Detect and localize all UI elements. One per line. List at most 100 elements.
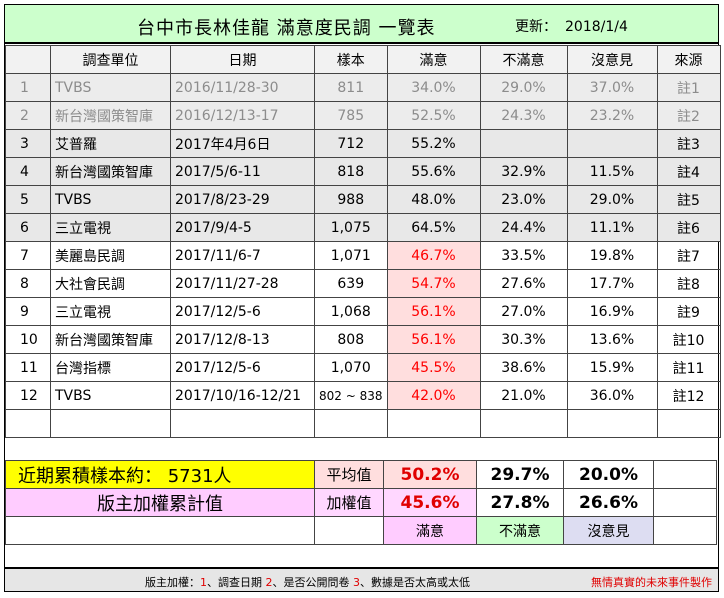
empty-cell	[314, 516, 384, 545]
table-row: 5 TVBS 2017/8/23-29 988 48.0% 23.0% 29.0% 註5	[5, 185, 721, 214]
row-index: 3	[5, 129, 51, 158]
table-row: 8 大社會民調 2017/11/27-28 639 54.7% 27.6% 17.7% 註8	[5, 269, 721, 298]
row-date: 2017年4月6日	[170, 129, 315, 158]
row-sample: 1,068	[314, 297, 388, 326]
row-source: 註8	[656, 269, 721, 298]
row-index: 11	[5, 353, 51, 382]
poll-table: 調查單位 日期 樣本 滿意 不滿意 沒意見 來源 1 TVBS 2016/11/28-30 811…	[5, 45, 721, 438]
legend-row: 滿意 不滿意 沒意見	[5, 516, 717, 545]
weighted-dissatisfied: 27.8%	[476, 488, 564, 517]
row-satisfied: 64.5%	[386, 213, 481, 242]
row-index: 5	[5, 185, 51, 214]
note-num-1: 1	[200, 576, 207, 589]
row-org: 艾普羅	[50, 129, 171, 158]
row-date: 2016/11/28-30	[170, 73, 315, 102]
row-sample: 811	[314, 73, 388, 102]
row-date: 2017/12/5-6	[170, 353, 315, 382]
row-sample: 988	[314, 185, 388, 214]
row-date: 2017/12/5-6	[170, 297, 315, 326]
empty-cell	[653, 460, 717, 489]
row-date: 2017/10/16-12/21	[170, 381, 315, 410]
empty-cell	[653, 516, 717, 545]
row-neutral: 37.0%	[566, 73, 658, 102]
row-org: TVBS	[50, 73, 171, 102]
row-dissatisfied: 33.5%	[479, 241, 568, 270]
table-row: 11 台灣指標 2017/12/5-6 1,070 45.5% 38.6% 15.9% 註11	[5, 353, 721, 382]
row-satisfied: 46.7%	[386, 241, 481, 270]
table-row: 1 TVBS 2016/11/28-30 811 34.0% 29.0% 37.0% 註1	[5, 73, 721, 102]
row-source: 註4	[656, 157, 721, 186]
row-source: 註6	[656, 213, 721, 242]
header-row: 調查單位 日期 樣本 滿意 不滿意 沒意見 來源	[5, 45, 721, 74]
page-title: 台中市長林佳龍 滿意度民調 一覽表	[137, 18, 436, 39]
average-label: 平均值	[314, 460, 384, 489]
row-index: 1	[5, 73, 51, 102]
note-text-2: 、是否公開問卷	[272, 576, 353, 589]
row-dissatisfied: 30.3%	[479, 325, 568, 354]
row-dissatisfied: 24.4%	[479, 213, 568, 242]
table-row: 12 TVBS 2017/10/16-12/21 802 ~ 838 42.0% 21.0…	[5, 381, 721, 410]
table-row: 9 三立電視 2017/12/5-6 1,068 56.1% 27.0% 16.9% 註9	[5, 297, 721, 326]
header-satisfied: 滿意	[386, 45, 481, 74]
note-num-3: 3	[353, 576, 360, 589]
row-neutral: 11.1%	[566, 213, 658, 242]
row-org: 美麗島民調	[50, 241, 171, 270]
row-org: TVBS	[50, 381, 171, 410]
update-label: 更新：	[515, 19, 557, 35]
row-dissatisfied: 21.0%	[479, 381, 568, 410]
weighted-satisfied: 45.6%	[383, 488, 477, 517]
row-date: 2017/11/6-7	[170, 241, 315, 270]
blank-row	[5, 409, 721, 438]
row-neutral: 23.2%	[566, 101, 658, 130]
row-source: 註11	[656, 353, 721, 382]
row-neutral: 16.9%	[566, 297, 658, 326]
row-org: 新台灣國策智庫	[50, 101, 171, 130]
footer-bar: 版主加權：1、調查日期 2、是否公開問卷 3、數據是否太高或太低 無情真實的未來…	[4, 567, 719, 592]
legend-neutral: 沒意見	[563, 516, 654, 545]
row-date: 2017/8/23-29	[170, 185, 315, 214]
note-prefix: 版主加權：	[145, 576, 200, 589]
note-text-1: 、調查日期	[207, 576, 266, 589]
empty-cell	[479, 409, 568, 438]
average-dissatisfied: 29.7%	[476, 460, 564, 489]
table-row: 2 新台灣國策智庫 2016/12/13-17 785 52.5% 24.3% 23.2% 註…	[5, 101, 721, 130]
cumulative-sample: 近期累積樣本約： 5731人	[5, 460, 315, 489]
average-satisfied: 50.2%	[383, 460, 477, 489]
table-row: 4 新台灣國策智庫 2017/5/6-11 818 55.6% 32.9% 11.5% 註4	[5, 157, 721, 186]
empty-cell	[656, 409, 721, 438]
row-neutral: 13.6%	[566, 325, 658, 354]
empty-cell	[5, 516, 315, 545]
row-neutral: 17.7%	[566, 269, 658, 298]
row-date: 2016/12/13-17	[170, 101, 315, 130]
row-dissatisfied: 32.9%	[479, 157, 568, 186]
credit-note: 無情真實的未來事件製作	[591, 576, 712, 589]
weighted-title: 版主加權累計值	[5, 488, 315, 517]
row-satisfied: 55.2%	[386, 129, 481, 158]
empty-cell	[314, 409, 388, 438]
row-index: 8	[5, 269, 51, 298]
empty-cell	[653, 488, 717, 517]
row-org: 三立電視	[50, 213, 171, 242]
row-dissatisfied: 27.0%	[479, 297, 568, 326]
row-neutral: 36.0%	[566, 381, 658, 410]
row-index: 7	[5, 241, 51, 270]
row-index: 9	[5, 297, 51, 326]
row-org: 台灣指標	[50, 353, 171, 382]
row-sample: 639	[314, 269, 388, 298]
row-neutral	[566, 129, 658, 158]
header-index	[5, 45, 51, 74]
table-row: 10 新台灣國策智庫 2017/12/8-13 808 56.1% 30.3% 13.6% 註…	[5, 325, 721, 354]
row-sample: 802 ~ 838	[314, 381, 388, 410]
row-sample: 785	[314, 101, 388, 130]
row-source: 註1	[656, 73, 721, 102]
row-sample: 818	[314, 157, 388, 186]
row-source: 註2	[656, 101, 721, 130]
row-neutral: 11.5%	[566, 157, 658, 186]
row-date: 2017/11/27-28	[170, 269, 315, 298]
row-dissatisfied: 24.3%	[479, 101, 568, 130]
row-sample: 808	[314, 325, 388, 354]
empty-cell	[566, 409, 658, 438]
row-org: 新台灣國策智庫	[50, 157, 171, 186]
note-text-3: 、數據是否太高或太低	[360, 576, 470, 589]
row-neutral: 19.8%	[566, 241, 658, 270]
